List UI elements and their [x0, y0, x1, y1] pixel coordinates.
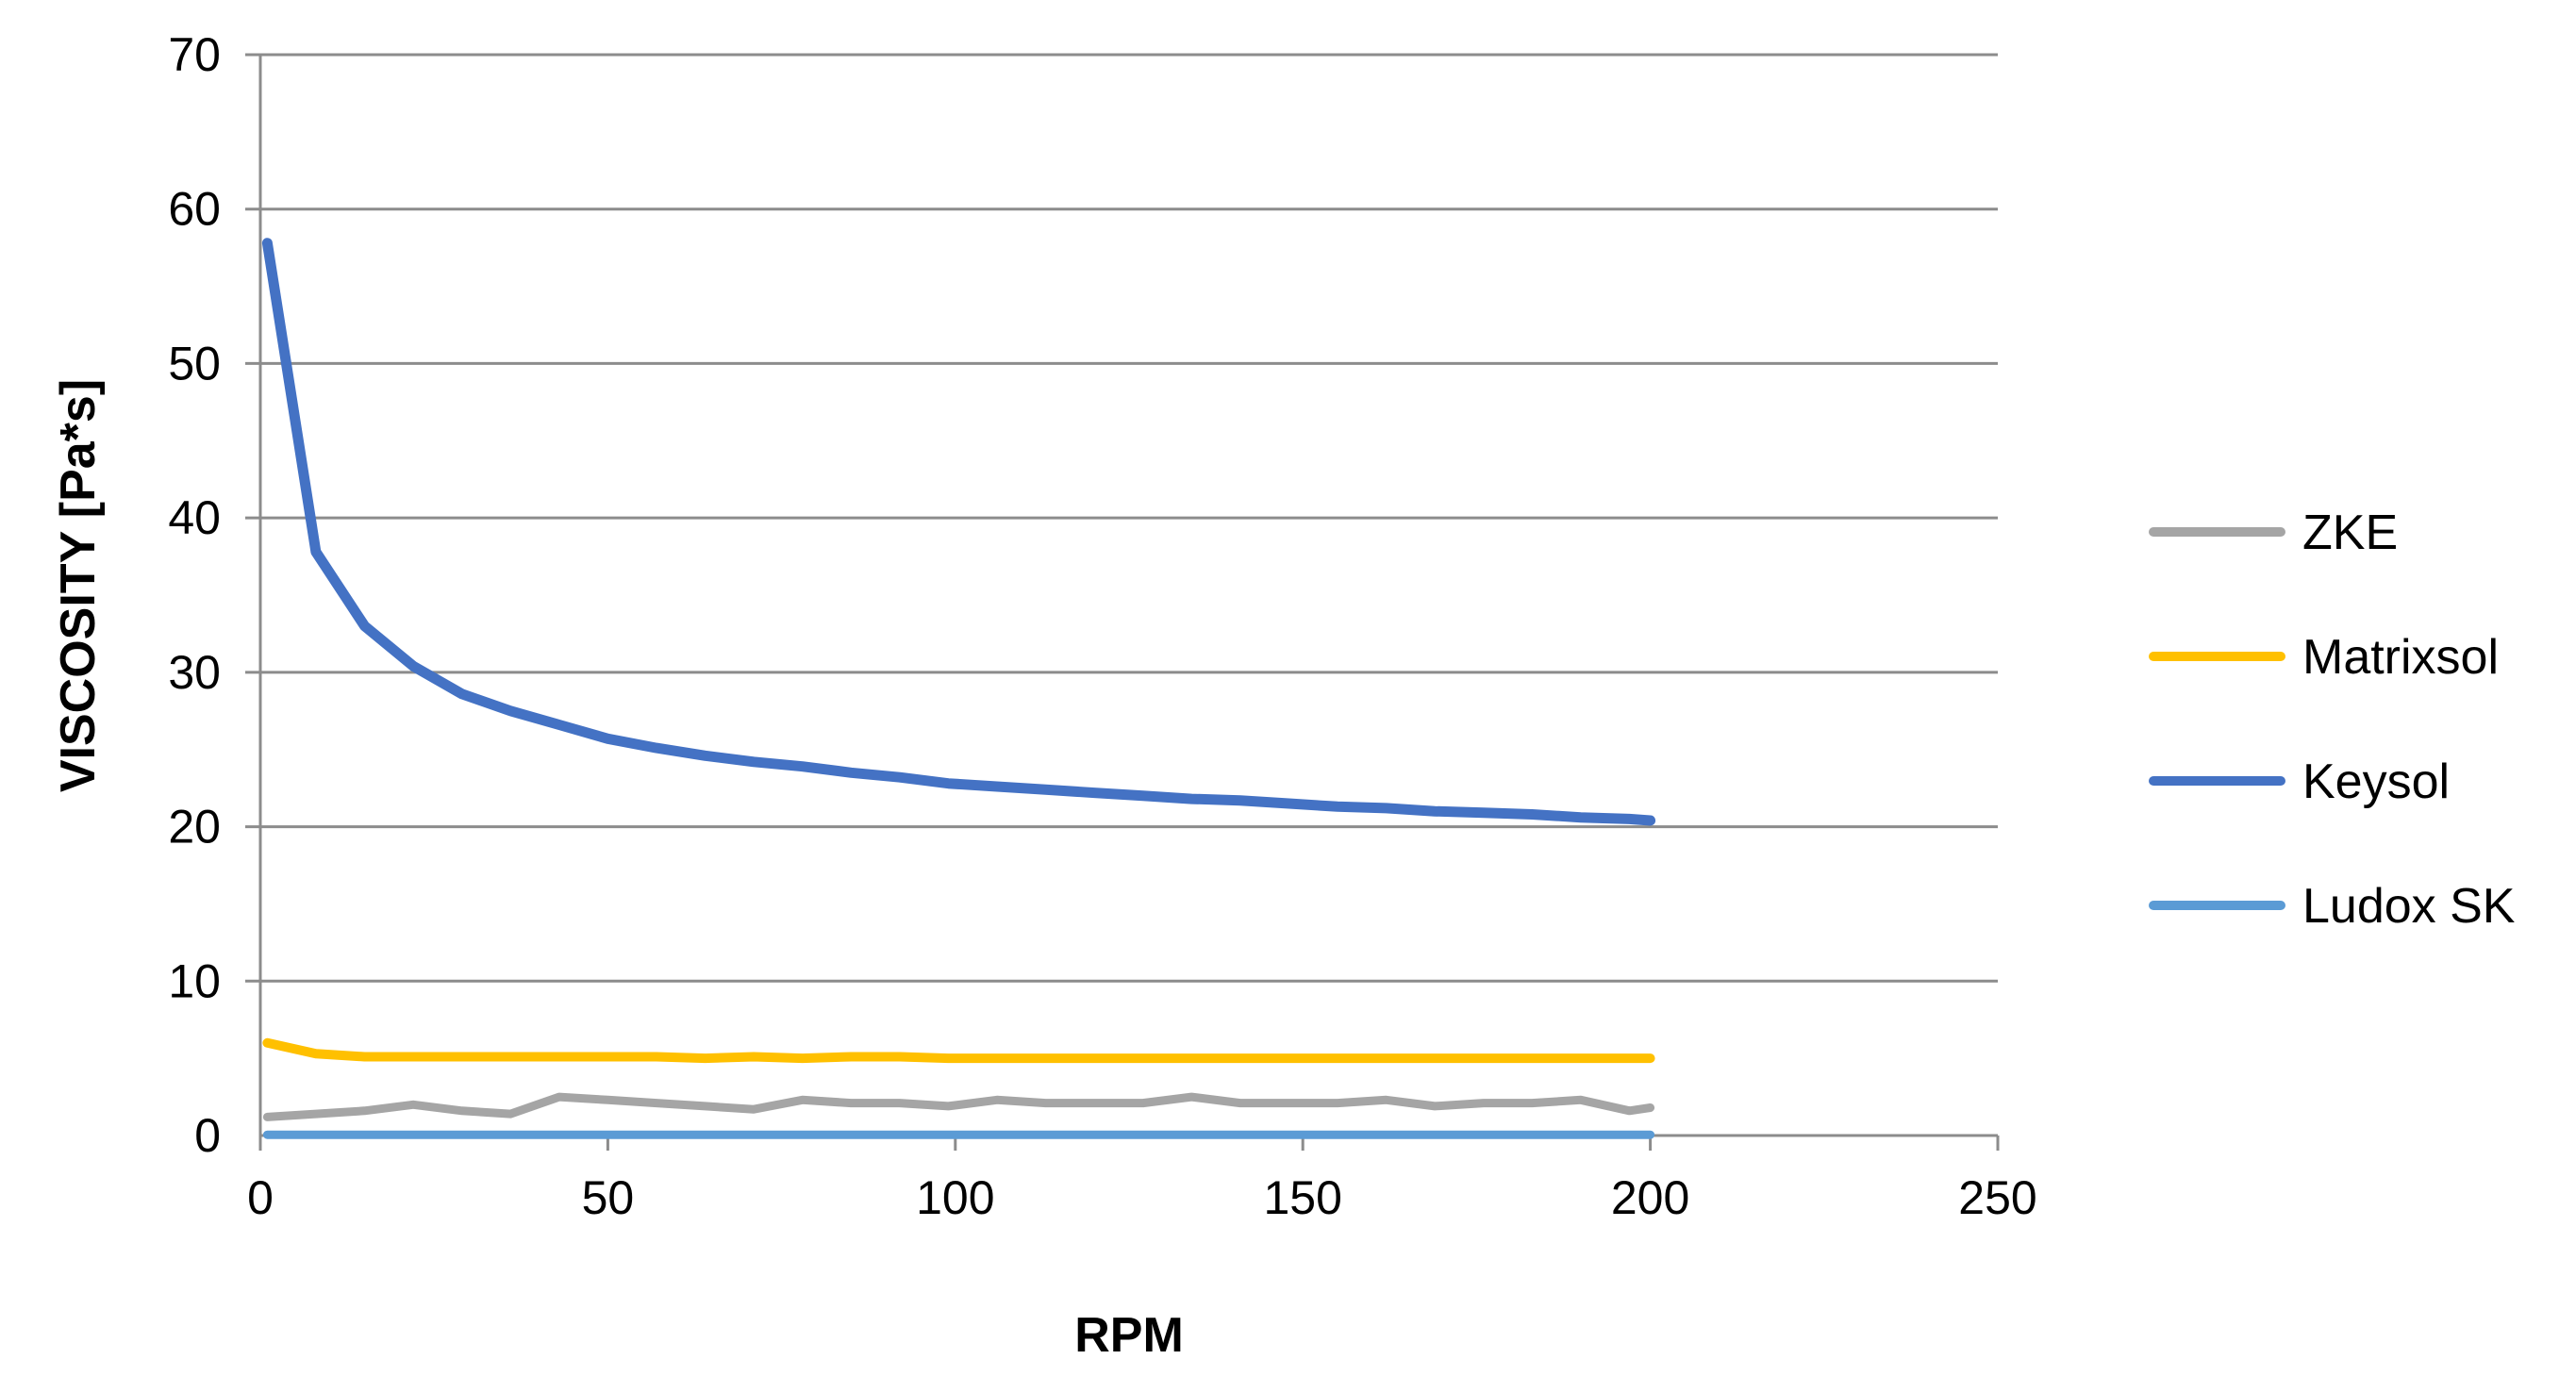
gridlines — [245, 53, 1998, 983]
legend-label-keysol: Keysol — [2302, 754, 2450, 809]
x-tick-label: 100 — [916, 1171, 994, 1224]
series-line-keysol — [261, 238, 1656, 826]
x-tick-label: 250 — [1958, 1171, 2036, 1224]
x-tick-label: 200 — [1611, 1171, 1689, 1224]
series-line-zke — [262, 1092, 1655, 1121]
series-line-matrixsol — [262, 1037, 1655, 1064]
legend-label-ludox-sk: Ludox SK — [2302, 879, 2516, 934]
y-tick-label: 30 — [168, 646, 221, 699]
x-tick-label: 50 — [582, 1171, 635, 1224]
y-tick-label: 50 — [168, 337, 221, 390]
legend-label-zke: ZKE — [2302, 506, 2398, 560]
y-tick-label: 40 — [168, 491, 221, 544]
y-tick-label: 60 — [168, 183, 221, 236]
x-axis-title: RPM — [1074, 1308, 1184, 1363]
series-lines — [261, 238, 1656, 1139]
y-tick-label: 10 — [168, 954, 221, 1007]
tick-labels: 0 10 20 30 40 50 60 70 0 50 100 150 200 250 — [168, 28, 2036, 1224]
legend-label-matrixsol: Matrixsol — [2302, 630, 2499, 685]
y-tick-label: 20 — [168, 801, 221, 854]
legend: ZKE Matrixsol Keysol Ludox SK — [2149, 506, 2516, 934]
x-tick-label: 150 — [1263, 1171, 1341, 1224]
axes — [258, 55, 2000, 1151]
y-axis-title: VISCOSITY [Pa*s] — [51, 379, 106, 792]
x-tick-label: 0 — [247, 1171, 274, 1224]
y-tick-label: 0 — [194, 1109, 221, 1162]
y-tick-label: 70 — [168, 28, 221, 81]
